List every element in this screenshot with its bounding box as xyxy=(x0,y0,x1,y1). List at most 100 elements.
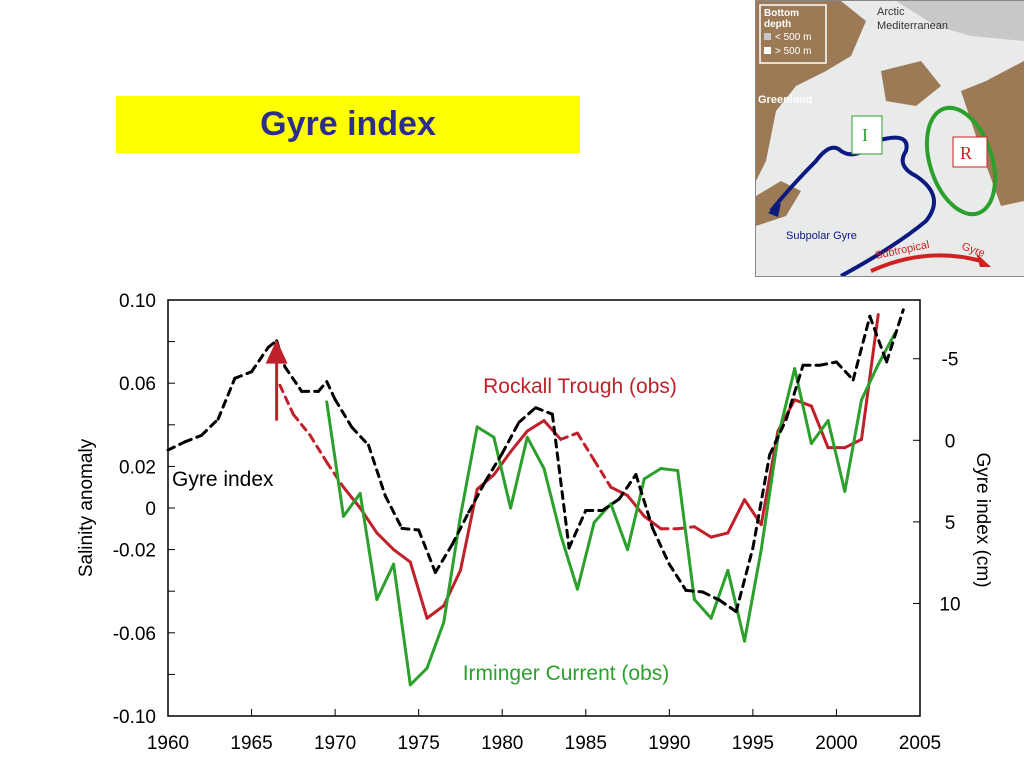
gyre-index-segment xyxy=(166,440,187,452)
gyre-index-segment xyxy=(183,433,203,444)
gyre-index-segment xyxy=(567,508,588,550)
x-tick-label: 1965 xyxy=(230,733,272,754)
y-tick-label: 0.02 xyxy=(119,457,156,478)
rockall-trough-obs-segment xyxy=(325,460,345,489)
iceland-land xyxy=(881,61,941,106)
rockall-trough-obs-segment xyxy=(458,487,479,572)
gyre-index-segment xyxy=(467,479,488,514)
gyre-index-segment xyxy=(383,494,404,530)
rockall-trough-obs-segment xyxy=(375,531,396,552)
y-tick-label: 0.10 xyxy=(119,291,156,312)
irminger-current-obs-segment xyxy=(659,466,680,473)
rockall-trough-obs-segment xyxy=(291,412,312,437)
x-tick-label: 1970 xyxy=(314,733,356,754)
right-axis-label: Gyre index (cm) xyxy=(972,452,993,587)
irminger-current-obs-segment xyxy=(809,419,830,446)
arctic-shelf xyxy=(896,1,1024,41)
rockall-trough-obs-segment xyxy=(408,560,429,620)
gyre-index-segment xyxy=(283,365,304,393)
subpolar-label: Subpolar Gyre xyxy=(786,230,857,242)
rockall-trough-obs-segment xyxy=(308,433,329,464)
x-tick-label: 1985 xyxy=(565,733,607,754)
europe-land xyxy=(961,61,1024,206)
irminger-current-obs-segment xyxy=(325,400,345,518)
irminger-current-obs-segment xyxy=(743,548,763,643)
ocean-map: Bottom depth < 500 m > 500 m Arctic Medi… xyxy=(755,0,1024,277)
rockall-trough-obs-segment xyxy=(559,431,579,441)
irminger-current-obs-segment xyxy=(375,562,396,602)
ocean-map-graphic: Bottom depth < 500 m > 500 m Arctic Medi… xyxy=(756,1,1024,276)
legend-deep-swatch xyxy=(764,47,771,54)
gyre-index-segment xyxy=(266,339,279,349)
gyre-index-segment xyxy=(684,588,705,594)
irminger-current-obs-segment xyxy=(609,502,630,552)
rockall-trough-obs-segment xyxy=(509,429,529,454)
x-tick-label: 1980 xyxy=(481,733,523,754)
subpolar-gyre-path xyxy=(769,135,936,276)
marker-r-box xyxy=(952,136,988,168)
rockall-trough-obs-segment xyxy=(525,419,546,433)
x-tick-label: 1975 xyxy=(398,733,440,754)
gyre-index-segment xyxy=(784,363,805,421)
gyre-index-segment xyxy=(834,360,855,382)
gyre-index-segment xyxy=(885,308,905,364)
gyre-index-segment xyxy=(534,406,554,416)
y-tick-label: -0.06 xyxy=(113,624,156,645)
gyre-index-label: Gyre index xyxy=(172,468,274,491)
right-tick-label: -5 xyxy=(942,350,959,371)
irminger-current-obs-segment xyxy=(542,466,563,537)
x-tick-label: 1960 xyxy=(147,733,189,754)
y-tick-label: 0 xyxy=(145,499,156,520)
irminger-current-obs-segment xyxy=(776,367,797,439)
marker-i: I xyxy=(862,125,868,145)
rockall-trough-obs-segment xyxy=(492,450,513,477)
greenland-label: Greenland xyxy=(758,94,812,106)
gyre-index-segment xyxy=(325,380,337,402)
rockall-label: Rockall Trough (obs) xyxy=(483,375,677,398)
irminger-current-obs-segment xyxy=(759,435,780,552)
irminger-current-obs-segment xyxy=(458,425,479,518)
irminger-current-obs-segment xyxy=(876,331,897,366)
irminger-current-obs-segment xyxy=(492,435,513,510)
subtropical-arrowhead xyxy=(976,253,991,267)
marker-i-box xyxy=(851,115,883,155)
right-tick-label: 10 xyxy=(939,594,960,615)
gyre-index-segment xyxy=(316,380,329,393)
x-tick-label: 2000 xyxy=(815,733,857,754)
gyre-index-segment xyxy=(433,543,454,574)
gyre-index-segment xyxy=(600,497,621,512)
gyre-index-segment xyxy=(667,562,688,592)
irminger-current-obs-segment xyxy=(475,425,496,439)
irminger-current-obs-segment xyxy=(860,362,880,402)
y-tick-label: -0.02 xyxy=(113,541,156,562)
rockall-trough-obs-segment xyxy=(392,548,412,564)
gyre-index-segment xyxy=(484,451,504,483)
gyre-index-segment xyxy=(417,528,437,574)
rockall-trough-obs-segment xyxy=(709,531,730,539)
irminger-current-obs-segment xyxy=(358,491,379,602)
irminger-label: Irminger Current (obs) xyxy=(463,662,670,685)
legend-shallow-swatch xyxy=(764,33,771,40)
gyre-index-segment xyxy=(717,598,738,614)
arctic-label-2: Mediterranean xyxy=(877,20,948,32)
rockall-trough-obs-segment xyxy=(425,604,446,620)
gyre-index-segment xyxy=(450,510,471,547)
arctic-label-1: Arctic xyxy=(877,6,905,18)
right-tick-label: 5 xyxy=(945,513,956,534)
page-title: Gyre index xyxy=(260,105,436,143)
irminger-current-obs-segment xyxy=(525,435,546,470)
rockall-trough-obs-segment xyxy=(692,525,713,539)
rockall-trough-obs-segment xyxy=(592,458,613,489)
gyre-index-segment xyxy=(350,425,371,447)
rockall-trough-obs-segment xyxy=(626,494,646,518)
gyre-index-segment xyxy=(333,398,354,429)
rockall-trough-obs-segment xyxy=(542,419,563,441)
subtropical-gyre-path xyxy=(870,253,982,273)
irminger-current-obs-segment xyxy=(559,533,579,591)
legend-title-1: Bottom xyxy=(764,8,799,19)
x-tick-label: 2005 xyxy=(899,733,941,754)
gyre-index-segment xyxy=(651,526,671,566)
rockall-trough-obs-segment xyxy=(278,383,295,416)
legend-deep: > 500 m xyxy=(775,46,811,57)
